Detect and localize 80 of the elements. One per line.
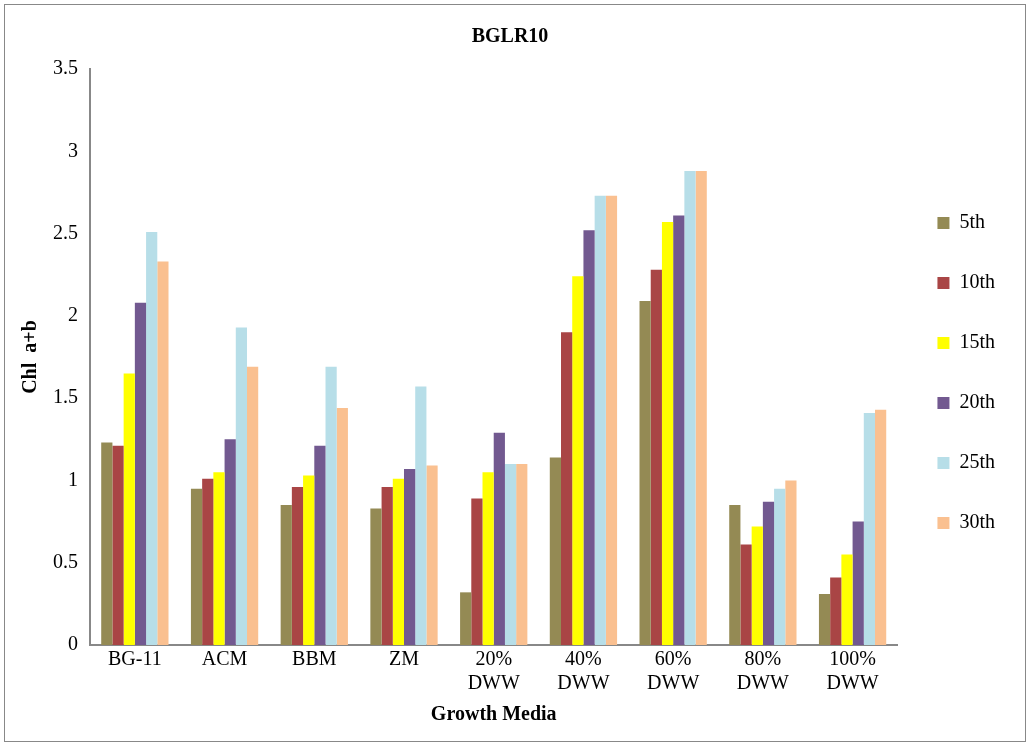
bar [460, 592, 472, 645]
y-tick-label: 1 [68, 467, 78, 490]
bar [224, 439, 236, 645]
bar [863, 412, 876, 645]
chart-title: BGLR10 [471, 24, 549, 47]
bar [426, 465, 438, 645]
x-axis-title: Growth Media [430, 702, 557, 725]
bar [235, 327, 247, 645]
bar [336, 408, 348, 645]
x-tick-label: 20% DWW [467, 647, 520, 694]
bar [650, 269, 662, 645]
y-tick-label: 3.5 [53, 56, 78, 79]
bar [673, 215, 685, 645]
y-tick-label: 2 [68, 303, 78, 326]
bar [123, 373, 135, 645]
bar [291, 487, 304, 645]
legend-label: 30th [959, 510, 996, 533]
x-tick-label: 60% DWW [647, 647, 700, 694]
bar [751, 526, 763, 645]
bar [583, 230, 595, 645]
legend-label: 20th [959, 390, 996, 413]
bar [471, 498, 483, 645]
bar [516, 463, 528, 645]
bar [695, 171, 707, 645]
bar [392, 478, 405, 645]
x-tick-label: ACM [201, 647, 248, 670]
bar [247, 366, 259, 645]
bar [549, 457, 562, 645]
y-tick-label: 0.5 [53, 549, 78, 572]
x-tick-label: BBM [292, 647, 337, 670]
y-tick-label: 0 [68, 632, 78, 655]
bar [740, 544, 752, 645]
y-axis-title: Chl a+b [18, 320, 41, 394]
bar [146, 231, 158, 645]
bar [415, 386, 427, 645]
x-tick-label: ZM [389, 647, 420, 670]
y-tick-label: 2.5 [53, 220, 78, 243]
bar [594, 195, 606, 645]
x-tick-label: BG-11 [108, 647, 162, 670]
x-tick-label: 100% DWW [826, 647, 879, 694]
bar [190, 488, 203, 645]
bar [818, 593, 831, 645]
bar [370, 508, 382, 645]
bar [785, 480, 797, 645]
bar [572, 276, 584, 645]
bar [493, 432, 505, 645]
bar [213, 472, 225, 645]
x-tick-label: 40% DWW [557, 647, 610, 694]
y-tick-label: 3 [68, 138, 78, 161]
x-tick-label: 80% DWW [736, 647, 790, 694]
bar [830, 577, 842, 645]
bar [202, 478, 214, 645]
bar [841, 554, 853, 645]
legend-label: 10th [959, 270, 996, 293]
legend-label: 25th [959, 450, 996, 473]
bar [504, 463, 517, 645]
bar [112, 445, 124, 645]
legend-label: 5th [959, 210, 986, 233]
bar [605, 195, 618, 645]
bar [381, 487, 393, 645]
bar [303, 475, 315, 645]
bar [404, 468, 416, 645]
bar [134, 302, 147, 645]
bar [875, 409, 887, 645]
y-tick-label: 1.5 [53, 385, 78, 408]
legend-label: 15th [959, 330, 996, 353]
bar [314, 445, 326, 645]
bar [482, 472, 494, 645]
bar [561, 332, 573, 645]
bar [101, 442, 113, 645]
bar [684, 171, 696, 645]
bar [774, 488, 786, 645]
bar [852, 521, 864, 645]
bar [639, 301, 651, 645]
bar [157, 261, 169, 645]
bar [729, 505, 741, 645]
bar [762, 501, 775, 645]
bar [661, 222, 674, 645]
bar [325, 366, 337, 645]
bar [280, 505, 292, 645]
